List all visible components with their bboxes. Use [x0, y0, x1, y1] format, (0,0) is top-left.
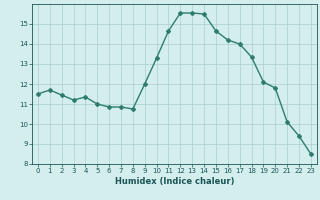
X-axis label: Humidex (Indice chaleur): Humidex (Indice chaleur) — [115, 177, 234, 186]
